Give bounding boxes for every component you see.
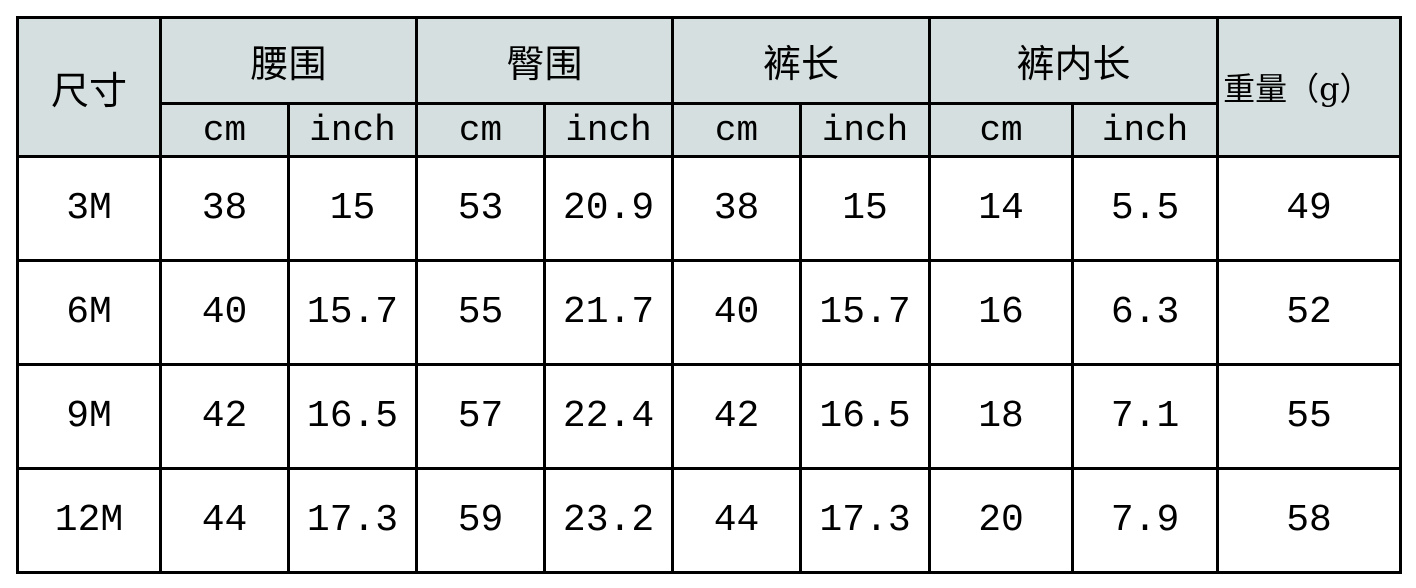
table-cell: 42 [671, 363, 803, 470]
table-row: 3M 38 15 53 20.9 38 15 14 5.5 49 [16, 155, 1403, 262]
table-cell: 16.5 [799, 363, 932, 470]
size-chart-table: 尺寸 腰围 臀围 裤长 裤内长 重量（g） cm inch cm inch cm… [16, 16, 1403, 574]
table-cell: 7.9 [1071, 467, 1220, 574]
table-cell: 44 [159, 467, 290, 574]
table-cell: 17.3 [799, 467, 932, 574]
header-row-units: cm inch cm inch cm inch cm inch [18, 102, 1401, 158]
table-cell: 59 [415, 467, 547, 574]
table-cell: 40 [671, 259, 803, 366]
table-cell: 38 [671, 155, 803, 262]
table-cell: 57 [415, 363, 547, 470]
table-row: 6M 40 15.7 55 21.7 40 15.7 16 6.3 52 [16, 259, 1403, 366]
table-cell: 22.4 [543, 363, 675, 470]
table-cell: 15 [286, 155, 419, 262]
waist-header: 腰围 [158, 16, 419, 105]
table-cell: 16 [928, 259, 1075, 366]
table-cell: 20 [928, 467, 1075, 574]
table-cell: 5.5 [1071, 155, 1220, 262]
table-cell: 18 [928, 363, 1075, 470]
unit-inch: inch [799, 102, 932, 158]
table-row: 12M 44 17.3 59 23.2 44 17.3 20 7.9 58 [16, 467, 1403, 574]
size-cell: 12M [16, 467, 162, 574]
pants-length-header: 裤长 [671, 16, 932, 105]
unit-cm: cm [159, 102, 290, 158]
table-cell: 55 [1216, 363, 1403, 470]
table-cell: 6.3 [1071, 259, 1220, 366]
size-cell: 6M [16, 259, 162, 366]
table-cell: 52 [1216, 259, 1403, 366]
table-cell: 40 [159, 259, 290, 366]
table-cell: 20.9 [543, 155, 675, 262]
table-cell: 14 [928, 155, 1075, 262]
weight-header: 重量（g） [1216, 16, 1403, 158]
table-cell: 42 [159, 363, 290, 470]
table-cell: 53 [415, 155, 547, 262]
table-cell: 38 [159, 155, 290, 262]
unit-inch: inch [543, 102, 675, 158]
unit-cm: cm [928, 102, 1075, 158]
table-cell: 55 [415, 259, 547, 366]
unit-inch: inch [286, 102, 419, 158]
unit-cm: cm [415, 102, 547, 158]
table-cell: 21.7 [543, 259, 675, 366]
table-cell: 16.5 [286, 363, 419, 470]
table-cell: 23.2 [543, 467, 675, 574]
hip-header: 臀围 [415, 16, 675, 105]
inseam-header: 裤内长 [928, 16, 1220, 105]
table-cell: 58 [1216, 467, 1403, 574]
table-cell: 15.7 [799, 259, 932, 366]
table-cell: 7.1 [1071, 363, 1220, 470]
header-row-groups: 尺寸 腰围 臀围 裤长 裤内长 重量（g） [16, 16, 1403, 158]
table-cell: 44 [671, 467, 803, 574]
size-cell: 9M [16, 363, 162, 470]
table-cell: 15.7 [286, 259, 419, 366]
table-cell: 49 [1216, 155, 1403, 262]
table-cell: 17.3 [286, 467, 419, 574]
unit-inch: inch [1071, 102, 1220, 158]
table-cell: 15 [799, 155, 932, 262]
unit-cm: cm [671, 102, 803, 158]
size-cell: 3M [16, 155, 162, 262]
size-header: 尺寸 [16, 16, 162, 158]
table-row: 9M 42 16.5 57 22.4 42 16.5 18 7.1 55 [16, 363, 1403, 470]
